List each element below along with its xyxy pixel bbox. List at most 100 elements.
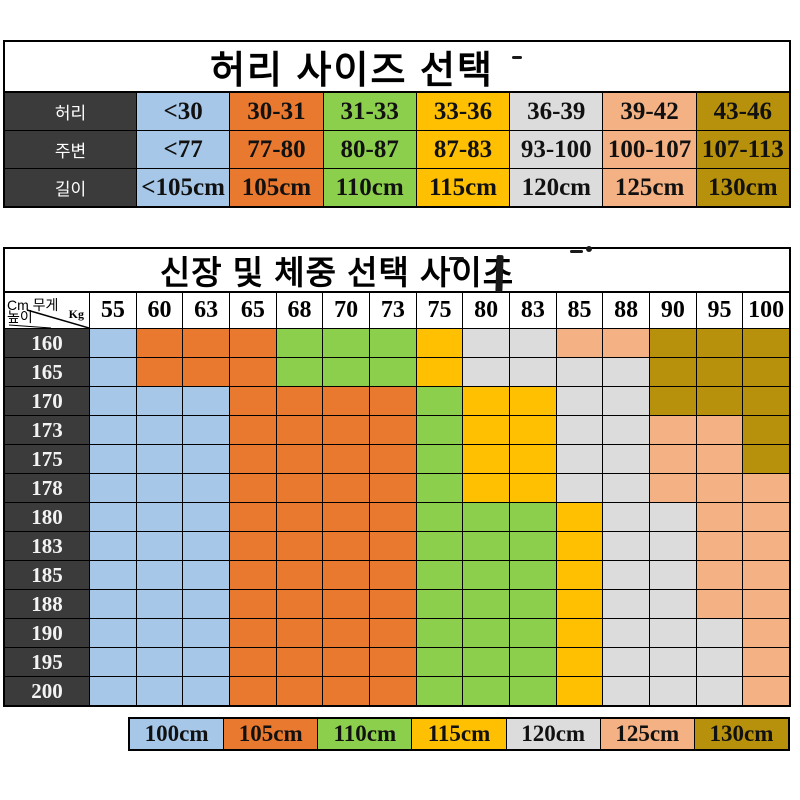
size-matrix-cell: [650, 474, 696, 502]
weight-column-header: 60: [136, 293, 183, 328]
size-matrix-cell: [696, 561, 743, 589]
ink-artifact: [449, 257, 464, 260]
size-matrix-cell: [183, 387, 229, 415]
size-matrix-cell: [136, 677, 183, 705]
waist-size-cell: 33-36: [416, 93, 510, 130]
size-matrix-cell: [510, 358, 556, 386]
size-matrix-cell: [743, 648, 789, 676]
size-matrix-cell: [510, 619, 556, 647]
waist-size-cell: 130cm: [696, 169, 789, 206]
size-matrix-cell: [603, 329, 649, 357]
weight-column-header: 100: [743, 293, 789, 328]
waist-size-cell: 77-80: [230, 131, 323, 168]
size-matrix-cell: [90, 677, 136, 705]
size-matrix-cell: [276, 474, 323, 502]
size-matrix-cell: [603, 474, 649, 502]
size-matrix-cell: [603, 416, 649, 444]
size-matrix-cell: [743, 677, 789, 705]
height-row-header: 190: [5, 619, 89, 647]
size-matrix-cell: [510, 590, 556, 618]
height-row-header: 160: [5, 329, 89, 357]
size-matrix-cell: [416, 474, 463, 502]
waist-size-cell: 100-107: [603, 131, 696, 168]
size-matrix-cell: [463, 503, 509, 531]
size-matrix-cell: [183, 416, 229, 444]
size-matrix-cell: [276, 561, 323, 589]
size-matrix-cell: [743, 416, 789, 444]
size-matrix-cell: [603, 561, 649, 589]
height-row-header: 185: [5, 561, 89, 589]
size-matrix-cell: [556, 532, 603, 560]
size-matrix-cell: [603, 648, 649, 676]
size-matrix-cell: [603, 358, 649, 386]
ink-artifact: [495, 254, 504, 293]
size-matrix-cell: [743, 619, 789, 647]
weight-column-header: 68: [276, 293, 323, 328]
size-matrix-cell: [416, 648, 463, 676]
weight-column-header: 83: [510, 293, 556, 328]
size-matrix-cell: [416, 590, 463, 618]
size-matrix-cell: [556, 590, 603, 618]
waist-size-cell: 110cm: [323, 169, 416, 206]
size-matrix-cell: [276, 648, 323, 676]
size-matrix-cell: [183, 474, 229, 502]
size-matrix-cell: [510, 474, 556, 502]
size-matrix-cell: [463, 445, 509, 473]
size-matrix-cell: [650, 561, 696, 589]
size-matrix-cell: [230, 329, 276, 357]
matrix-table-title: 신장 및 체중 선택 사이즈: [5, 249, 789, 293]
size-matrix-cell: [510, 416, 556, 444]
size-matrix-cell: [230, 677, 276, 705]
size-matrix-cell: [136, 503, 183, 531]
size-matrix-cell: [183, 532, 229, 560]
size-matrix-cell: [416, 358, 463, 386]
legend-item: 115cm: [412, 719, 506, 749]
size-matrix-cell: [370, 677, 416, 705]
ink-artifact: [586, 246, 592, 252]
size-matrix-cell: [650, 503, 696, 531]
size-matrix-cell: [323, 387, 369, 415]
height-row-header: 180: [5, 503, 89, 531]
size-matrix-cell: [276, 503, 323, 531]
size-matrix-cell: [603, 590, 649, 618]
size-matrix-cell: [556, 474, 603, 502]
size-matrix-cell: [183, 503, 229, 531]
diagonal-divider-line: [8, 309, 89, 328]
size-matrix-cell: [603, 503, 649, 531]
size-matrix-cell: [603, 387, 649, 415]
size-matrix-cell: [183, 677, 229, 705]
size-matrix-cell: [603, 445, 649, 473]
size-matrix-cell: [323, 474, 369, 502]
size-matrix-cell: [90, 561, 136, 589]
waist-table-title: 허리 사이즈 선택: [5, 42, 789, 93]
legend-item: 130cm: [694, 719, 788, 749]
size-matrix-cell: [743, 503, 789, 531]
size-matrix-cell: [230, 474, 276, 502]
size-matrix-cell: [603, 677, 649, 705]
size-matrix-cell: [556, 329, 603, 357]
size-matrix-cell: [136, 474, 183, 502]
size-matrix-cell: [136, 445, 183, 473]
waist-row-label: 길이: [5, 169, 136, 206]
size-matrix-cell: [90, 387, 136, 415]
size-matrix-cell: [696, 619, 743, 647]
size-matrix-cell: [463, 416, 509, 444]
waist-size-cell: 30-31: [230, 93, 323, 130]
ink-artifact: [570, 250, 583, 253]
size-matrix-cell: [323, 532, 369, 560]
size-matrix-cell: [90, 619, 136, 647]
size-matrix-cell: [743, 474, 789, 502]
size-matrix-cell: [463, 561, 509, 589]
waist-size-cell: <105cm: [137, 169, 230, 206]
size-matrix-cell: [90, 503, 136, 531]
weight-column-header: 95: [696, 293, 743, 328]
height-row-header: 200: [5, 677, 89, 705]
height-row-header: 178: [5, 474, 89, 502]
matrix-corner-cell: Cm 무게 Kg 높이: [5, 293, 89, 328]
size-matrix-cell: [556, 358, 603, 386]
size-matrix-cell: [743, 590, 789, 618]
weight-column-header: 65: [230, 293, 276, 328]
size-matrix-cell: [696, 445, 743, 473]
size-matrix-cell: [230, 648, 276, 676]
size-matrix-cell: [463, 387, 509, 415]
